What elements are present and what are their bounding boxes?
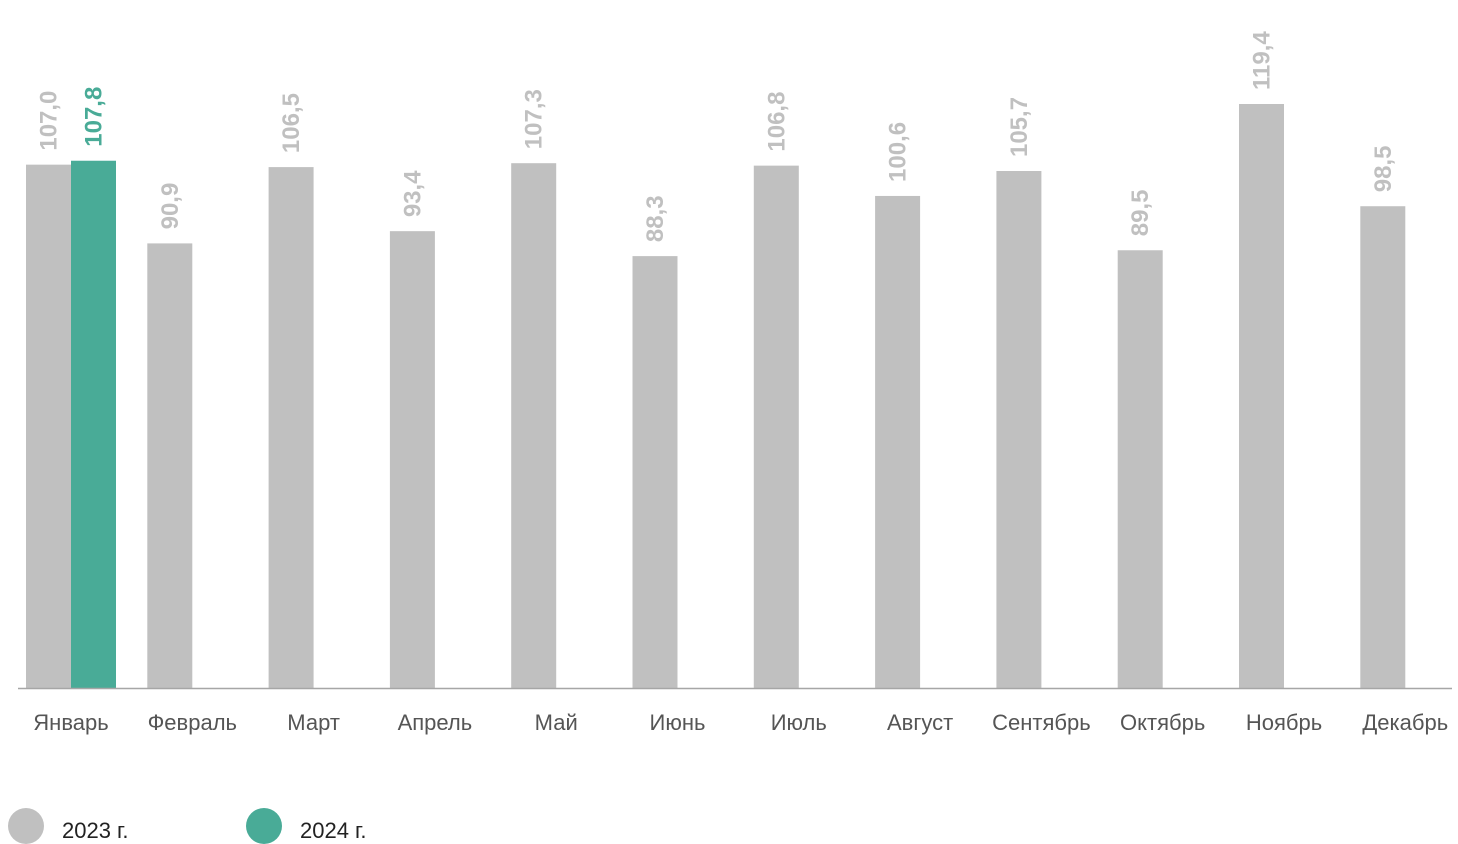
x-tick-label-3: Март bbox=[287, 710, 340, 735]
bar-2023-10 bbox=[1117, 250, 1163, 688]
data-label-2023-2: 90,9 bbox=[157, 183, 184, 230]
bar-2023-3 bbox=[268, 167, 314, 689]
x-tick-label-7: Июль bbox=[771, 710, 827, 735]
x-tick-label-1: Январь bbox=[33, 710, 108, 735]
x-tick-label-11: Ноябрь bbox=[1246, 710, 1322, 735]
legend-swatch-2023 bbox=[8, 808, 44, 844]
x-tick-label-12: Декабрь bbox=[1362, 710, 1448, 735]
x-tick-label-10: Октябрь bbox=[1120, 710, 1205, 735]
bar-2023-1 bbox=[26, 164, 71, 689]
data-label-2023-1: 107,0 bbox=[36, 91, 63, 151]
bar-2023-12 bbox=[1360, 206, 1406, 688]
bar-2023-5 bbox=[511, 163, 557, 688]
data-label-2023-10: 89,5 bbox=[1127, 190, 1154, 237]
x-tick-label-6: Июнь bbox=[650, 710, 706, 735]
x-tick-label-8: Август bbox=[887, 710, 953, 735]
legend-swatch-2024 bbox=[246, 808, 282, 844]
data-label-2023-4: 93,4 bbox=[399, 170, 426, 217]
data-label-2024-1: 107,8 bbox=[81, 87, 108, 147]
data-label-2023-3: 106,5 bbox=[278, 93, 305, 153]
legend-label-2023: 2023 г. bbox=[62, 818, 129, 843]
bar-2023-7 bbox=[753, 165, 799, 688]
data-label-2023-9: 105,7 bbox=[1006, 97, 1033, 157]
bar-2023-2 bbox=[147, 243, 193, 689]
chart-legend: 2023 г. 2024 г. bbox=[8, 808, 508, 844]
data-label-2023-12: 98,5 bbox=[1370, 146, 1397, 193]
x-tick-label-5: Май bbox=[535, 710, 578, 735]
bar-2023-6 bbox=[632, 256, 678, 688]
bar-2023-4 bbox=[389, 231, 435, 688]
data-label-2023-6: 88,3 bbox=[642, 195, 669, 242]
x-tick-label-4: Апрель bbox=[398, 710, 473, 735]
bar-2023-11 bbox=[1239, 104, 1284, 688]
bar-2023-9 bbox=[996, 171, 1042, 689]
data-label-2023-8: 100,6 bbox=[885, 122, 912, 182]
bar-2023-8 bbox=[875, 195, 921, 688]
x-tick-label-9: Сентябрь bbox=[992, 710, 1091, 735]
data-label-2023-11: 119,4 bbox=[1249, 31, 1276, 90]
x-tick-label-2: Февраль bbox=[148, 710, 237, 735]
legend-label-2024: 2024 г. bbox=[300, 818, 367, 843]
data-label-2023-5: 107,3 bbox=[521, 89, 548, 149]
bar-2024-1 bbox=[71, 160, 116, 689]
data-label-2023-7: 106,8 bbox=[763, 92, 790, 152]
